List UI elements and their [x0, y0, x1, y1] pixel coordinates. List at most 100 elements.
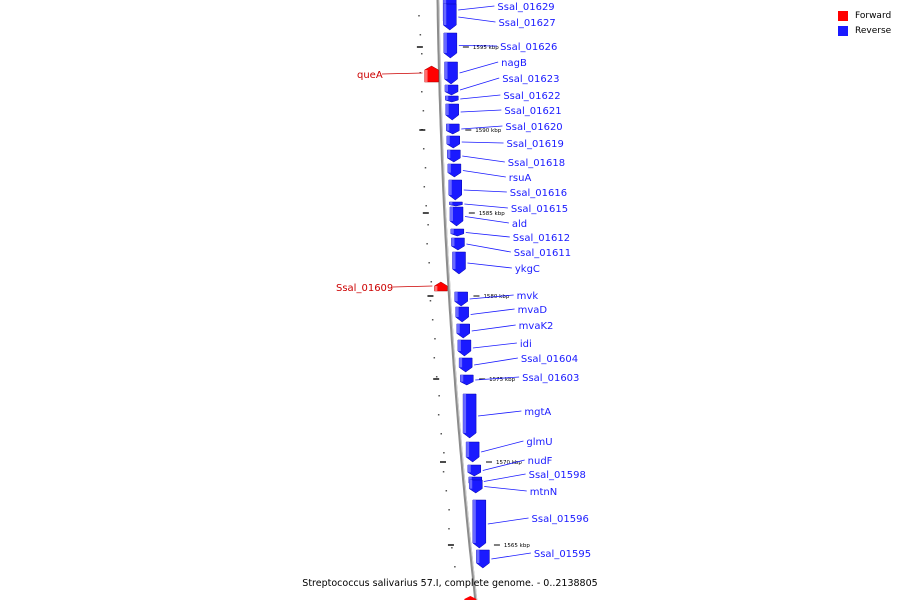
gene-label-ssal-01620: Ssal_01620 [505, 122, 562, 133]
minor-tick [443, 452, 445, 454]
gene-ssal-01626: Ssal_01626 [443, 32, 557, 59]
scale-label: 1565 kbp [504, 543, 530, 549]
gene-mvak2: mvaK2 [456, 321, 554, 339]
gene-label-ssal-01618: Ssal_01618 [508, 158, 565, 169]
minor-tick [422, 110, 425, 112]
gene-ssal-01609: Ssal_01609 [336, 281, 448, 294]
scale-label: 1595 kbp [473, 45, 499, 51]
scale-label: 1590 kbp [475, 128, 501, 134]
gene-arrow-shade [452, 252, 456, 269]
gene-arrow-shade [476, 550, 480, 563]
gene-label-ssal-01619: Ssal_01619 [507, 139, 564, 150]
gene-arrow-shade [456, 324, 460, 334]
legend-reverse: Reverse [838, 23, 891, 38]
gene-arrow-shade [449, 207, 453, 221]
leader-ssal-01616 [463, 189, 507, 193]
gene-arrow-shade [445, 96, 449, 100]
gene-arrow-shade [450, 229, 454, 234]
gene-label-idi: idi [520, 339, 532, 350]
reverse-swatch [838, 25, 848, 36]
gene-quea: queA [357, 65, 439, 83]
minor-tick [424, 167, 427, 169]
leader-ssal-01609 [392, 285, 433, 288]
gene-label-ssal-01603: Ssal_01603 [522, 373, 579, 384]
gene-arrow-shade [447, 164, 451, 173]
minor-tick [426, 243, 428, 245]
gene-ssal-01596: Ssal_01596 [472, 499, 589, 549]
scale-label: 1575 kbp [489, 377, 515, 383]
leader-idi [472, 342, 517, 349]
gene-arrow-shade [467, 465, 471, 473]
gene-label-quea: queA [357, 70, 383, 81]
gene-label-ykgc: ykgC [515, 264, 540, 275]
gene-nudf: nudF [467, 456, 553, 477]
gene-arrow-shade [443, 33, 447, 53]
gene-label-mtnn: mtnN [530, 487, 557, 498]
backbone-highlight [438, 0, 478, 600]
gene-arrow-shade [447, 150, 451, 158]
gene-ssal-01621: Ssal_01621 [445, 103, 562, 121]
gene-label-mvak2: mvaK2 [519, 321, 554, 332]
gene-ssal-01618: Ssal_01618 [447, 149, 565, 169]
minor-tick [434, 338, 436, 340]
minor-tick [448, 528, 450, 530]
gene-label-ssal-01595: Ssal_01595 [534, 549, 591, 560]
minor-tick [427, 224, 429, 226]
minor-tick [454, 566, 456, 568]
gene-label-nudf: nudF [528, 456, 553, 467]
gene-mgta: mgtA [462, 393, 551, 439]
legend-reverse-label: Reverse [855, 25, 892, 36]
legend: Forward Reverse [838, 8, 891, 38]
gene-ssal-01604: Ssal_01604 [458, 354, 578, 373]
gene-ssal-01616: Ssal_01616 [448, 179, 567, 201]
gene-arrow-partial-bottom [464, 596, 477, 600]
leader-glmu [481, 440, 524, 453]
gene-arrow-shade [443, 4, 447, 25]
gene-ssal-01619: Ssal_01619 [446, 135, 564, 150]
leader-ssal-01629 [458, 5, 495, 11]
leader-ssal-01623 [459, 77, 500, 91]
leader-ald [464, 216, 509, 224]
gene-arrow-shade [469, 480, 473, 489]
forward-swatch [838, 10, 848, 21]
gene-mvad: mvaD [455, 305, 547, 323]
gene-ssal-01622: Ssal_01622 [445, 91, 561, 103]
gene-ssal-01598: Ssal_01598 [468, 470, 586, 487]
gene-mvk: mvk [454, 291, 539, 307]
gene-arrow-shade [472, 500, 476, 543]
leader-quea [381, 72, 423, 75]
gene-arrow-shade [460, 375, 464, 382]
minor-tick [423, 186, 426, 188]
gene-arrow-shade [444, 85, 448, 92]
leader-ssal-01604 [474, 357, 518, 366]
gene-ssal-01595: Ssal_01595 [476, 549, 591, 569]
gene-arrow-shade [424, 70, 428, 82]
gene-label-ssal-01596: Ssal_01596 [532, 514, 589, 525]
gene-label-ssal-01609: Ssal_01609 [336, 283, 393, 294]
scale-label: 1570 kbp [496, 460, 522, 466]
gene-ssal-01620: Ssal_01620 [446, 122, 563, 135]
gene-label-ssal-01615: Ssal_01615 [511, 204, 568, 215]
gene-arrow-shade [451, 238, 455, 246]
minor-tick [425, 205, 427, 207]
leader-ssal-01620 [461, 125, 503, 130]
gene-rsua: rsuA [447, 163, 531, 184]
genome-caption: Streptococcus salivarius 57.I, complete … [302, 578, 598, 589]
gene-label-mvk: mvk [517, 291, 539, 302]
gene-arrow-shade [448, 180, 452, 195]
gene-mtnn: mtnN [468, 479, 557, 498]
legend-forward-label: Forward [855, 10, 892, 21]
gene-ykgc: ykgC [452, 251, 540, 275]
leader-mvak2 [471, 324, 516, 332]
leader-ssal-01596 [487, 517, 529, 525]
leader-ssal-01622 [460, 94, 501, 100]
gene-glmu: glmU [465, 437, 553, 463]
gene-label-ssal-01622: Ssal_01622 [503, 91, 560, 102]
gene-arrow-shade [463, 394, 467, 433]
gene-arrow-shade [444, 62, 448, 79]
gene-label-ssal-01612: Ssal_01612 [513, 233, 570, 244]
leader-ssal-01598 [483, 473, 526, 482]
gene-ald: ald [449, 206, 527, 230]
minor-tick [418, 15, 420, 17]
